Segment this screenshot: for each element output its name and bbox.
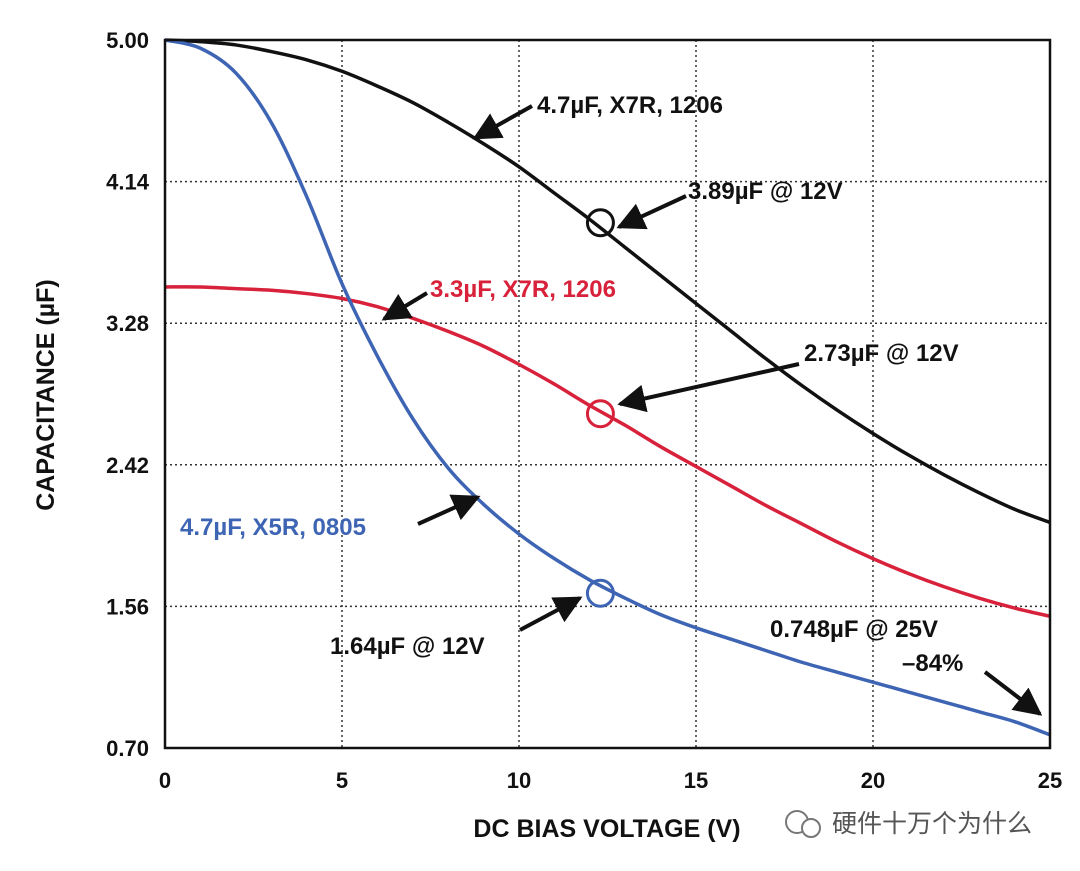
y-axis-title: CAPACITANCE (µF) [32, 279, 60, 511]
x-tick-label: 10 [507, 768, 531, 793]
watermark-text: 硬件十万个为什么 [832, 809, 1032, 838]
arrow-black-marker [616, 194, 687, 230]
x-tick-label: 15 [684, 768, 708, 793]
annotation-endpoint-value: 0.748µF @ 25V [770, 616, 938, 643]
arrow-blue-series [417, 494, 481, 526]
x-tick-label: 20 [861, 768, 885, 793]
arrow-black-series [472, 104, 533, 140]
x-axis-title: DC BIAS VOLTAGE (V) [473, 815, 740, 843]
label-red-series: 3.3µF, X7R, 1206 [430, 276, 616, 303]
wechat-icon-bubble [801, 818, 821, 838]
y-tick-label: 5.00 [106, 28, 149, 53]
y-tick-label: 3.28 [106, 311, 149, 336]
grid-lines [165, 40, 1050, 748]
callout-black-marker: 3.89µF @ 12V [688, 178, 843, 205]
y-tick-labels: 5.00 4.14 3.28 2.42 1.56 0.70 [106, 28, 150, 761]
label-black-series: 4.7µF, X7R, 1206 [537, 92, 723, 119]
callout-red-marker: 2.73µF @ 12V [804, 340, 959, 367]
marker-circle-1 [585, 399, 615, 429]
callout-blue-marker: 1.64µF @ 12V [330, 633, 485, 660]
arrow-endpoint [983, 670, 1043, 716]
annotation-endpoint-percent: –84% [902, 650, 963, 677]
x-tick-labels: 0 5 10 15 20 25 [159, 768, 1062, 793]
y-tick-label: 0.70 [106, 736, 149, 761]
y-tick-label: 1.56 [106, 594, 149, 619]
arrow-red-series [381, 291, 429, 321]
arrow-red-marker [617, 362, 800, 413]
label-blue-series: 4.7µF, X5R, 0805 [180, 514, 366, 541]
marker-circle-0 [585, 208, 615, 238]
series-line-1 [164, 285, 1051, 618]
x-tick-label: 5 [336, 768, 348, 793]
marker-group [585, 208, 615, 608]
plot-frame [163, 38, 1052, 750]
watermark: 硬件十万个为什么 [785, 809, 1032, 838]
x-tick-label: 0 [159, 768, 171, 793]
x-tick-label: 25 [1038, 768, 1062, 793]
y-tick-label: 4.14 [106, 170, 150, 195]
y-tick-label: 2.42 [106, 453, 149, 478]
marker-circle-2 [585, 578, 615, 608]
arrow-blue-marker [519, 596, 583, 632]
